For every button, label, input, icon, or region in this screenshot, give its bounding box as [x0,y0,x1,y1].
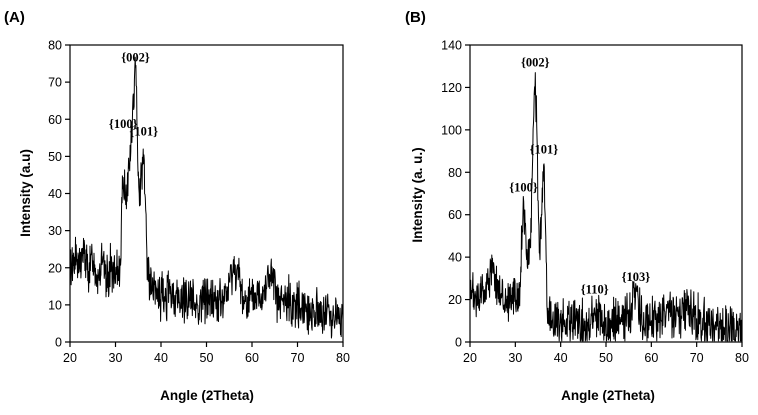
x-axis-title-b: Angle (2Theta) [561,388,655,403]
x-tick-label-a: 30 [109,351,123,365]
x-tick-label-b: 20 [463,351,477,365]
data-line-a [69,56,344,339]
y-tick-label-a: 10 [48,298,62,312]
peak-label-b: {002} [521,56,550,70]
plot-frame-b [469,44,743,343]
y-tick-label-a: 40 [48,187,62,201]
y-axis-title-a: Intensity (a.u) [18,149,33,237]
x-tick-label-a: 40 [154,351,168,365]
y-tick-label-b: 40 [448,251,462,265]
y-tick-label-a: 70 [48,76,62,90]
x-tick-label-a: 80 [336,351,350,365]
x-tick-label-b: 80 [735,351,749,365]
y-axis-title-b: Intensity (a. u.) [410,147,425,242]
y-tick-label-a: 0 [55,336,62,350]
y-tick-label-b: 20 [448,293,462,307]
x-tick-label-a: 50 [200,351,214,365]
y-tick-label-a: 80 [48,39,62,53]
y-tick-label-b: 120 [441,81,462,95]
x-tick-label-a: 20 [63,351,77,365]
y-tick-label-b: 80 [448,166,462,180]
y-tick-label-a: 60 [48,113,62,127]
x-tick-label-b: 40 [554,351,568,365]
x-axis-title-a: Angle (2Theta) [160,388,254,403]
peak-label-a: {002} [121,50,150,64]
y-tick-label-b: 60 [448,208,462,222]
panel-label-a: (A) [4,9,25,26]
x-tick-label-a: 70 [291,351,305,365]
y-tick-label-b: 100 [441,123,462,137]
chart-panel-a: (A) Intensity (a.u) Angle (2Theta) 20 30 4… [4,9,350,403]
x-tick-label-b: 50 [599,351,613,365]
y-tick-label-b: 0 [455,336,462,350]
data-line-b [469,72,743,342]
y-tick-label-a: 50 [48,150,62,164]
x-tick-label-b: 60 [644,351,658,365]
peak-label-b: {103} [622,270,651,284]
x-tick-label-b: 30 [508,351,522,365]
panel-label-b: (B) [405,9,426,26]
peak-label-b: {101} [530,143,559,157]
peak-label-b: {100} [509,181,538,195]
peak-label-b: {110} [581,283,609,297]
annotation-layer-a: {100} {002} {101} [109,50,158,138]
tick-layer-a: 20 30 40 50 60 70 80 0 10 20 30 40 50 60 70 80 [48,39,350,366]
plot-frame-a [69,44,344,343]
x-tick-label-a: 60 [245,351,259,365]
x-tick-label-b: 70 [690,351,704,365]
y-tick-label-a: 20 [48,261,62,275]
chart-panel-b: (B) Intensity (a. u.) Angle (2Theta) 20 3… [405,9,749,403]
peak-label-a: {100} [109,117,138,131]
annotation-layer-b: {100} {002} {101} {110} {103} [509,56,650,297]
y-tick-label-b: 140 [441,39,462,53]
y-tick-label-a: 30 [48,224,62,238]
peak-label-a: {101} [129,125,158,139]
